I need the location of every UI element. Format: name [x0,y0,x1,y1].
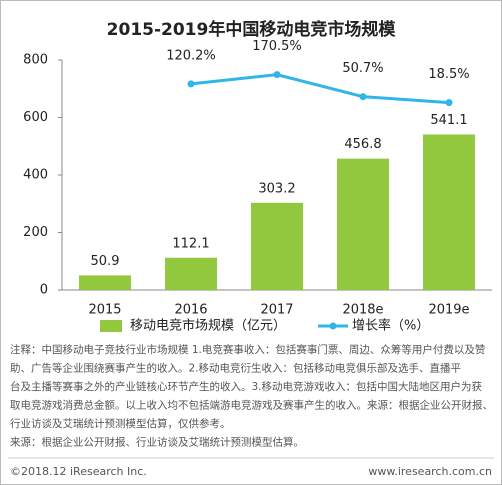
line-point [187,80,195,88]
y-tick-label: 800 [23,53,48,68]
legend-swatch [100,320,122,332]
note: 行业访谈及艾瑞统计预测模型估算，仅供参考。 [10,417,231,430]
bar [79,275,131,290]
value-label: 456.8 [344,137,381,152]
note: 来源：根据企业公开财报、行业访谈及艾瑞统计预测模型估算。 [10,436,304,449]
line-point [273,71,281,79]
bar [251,202,303,290]
value-label: 112.1 [172,236,209,251]
note: 助、广告等企业围绕赛事产生的收入。2.移动电竞衍生收入：包括移动电竞俱乐部及选手… [10,362,461,375]
bar [337,158,389,290]
copyright: ©2018.12 iResearch Inc. [10,465,147,478]
note: 取电竞游戏消费总金额。以上收入均不包括端游电竞游戏及赛事产生的收入。来源：根据企… [10,399,493,412]
legend-swatch [329,322,337,330]
bar [165,257,217,290]
value-label: 120.2% [166,48,216,63]
value-label: 50.9 [91,254,120,269]
line-point [359,93,367,101]
url: www.iresearch.com.cn [368,465,492,478]
value-label: 18.5% [428,67,469,82]
chart-title: 2015-2019年中国移动电竞市场规模 [107,19,397,40]
x-tick-label: 2018e [342,303,383,318]
line-point [445,99,453,107]
y-tick-label: 200 [23,225,48,240]
line [190,73,450,105]
y-tick-label: 400 [23,168,48,183]
x-tick-label: 2015 [88,303,121,318]
legend-label: 移动电竞市场规模（亿元） [130,318,286,334]
note: 注释：中国移动电子竞技行业市场规模 1.电竞赛事收入：包括赛事门票、周边、众筹等… [10,343,486,356]
legend-label: 增长率（%） [352,318,429,334]
value-label: 50.7% [342,61,383,76]
value-label: 170.5% [252,39,302,54]
value-label: 541.1 [430,113,467,128]
x-tick-label: 2019e [428,303,469,318]
value-label: 303.2 [258,181,295,196]
y-tick-label: 600 [23,110,48,125]
x-tick-label: 2017 [260,303,293,318]
x-tick-label: 2016 [174,303,207,318]
y-tick-label: 0 [40,283,48,298]
bar [423,134,475,290]
note: 台及主播等赛事之外的产业链核心环节产生的收入。3.移动电竞游戏收入：包括中国大陆… [10,380,482,393]
